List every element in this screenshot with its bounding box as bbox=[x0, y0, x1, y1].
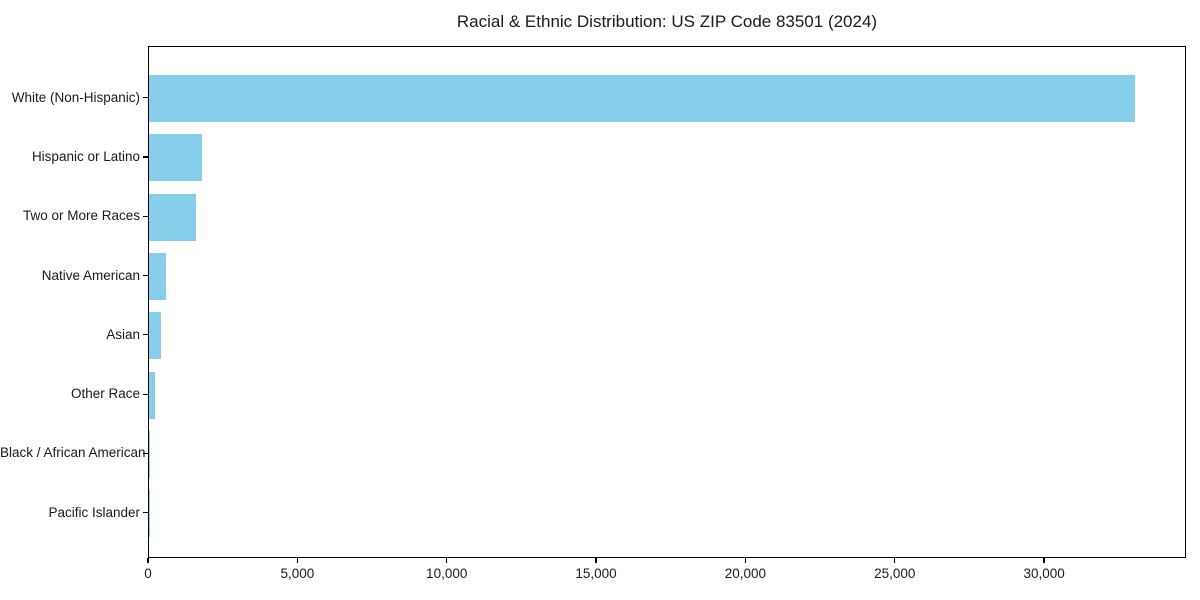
x-axis-tick-label: 10,000 bbox=[426, 566, 468, 581]
x-axis-tick bbox=[147, 558, 149, 563]
chart-title: Racial & Ethnic Distribution: US ZIP Cod… bbox=[456, 12, 878, 31]
y-axis-tick bbox=[143, 393, 148, 395]
y-axis-label-native-american: Native American bbox=[41, 267, 140, 283]
bar-two-or-more-races bbox=[149, 193, 196, 241]
x-axis-tick-label: 5,000 bbox=[280, 566, 315, 581]
y-axis-label-hispanic-or-latino: Hispanic or Latino bbox=[31, 148, 140, 164]
y-axis-tick bbox=[143, 452, 148, 455]
plot-area bbox=[148, 46, 1186, 558]
y-axis-tick bbox=[143, 215, 148, 217]
y-axis-label-asian: Asian bbox=[106, 326, 140, 342]
x-axis-tick-label: 20,000 bbox=[724, 566, 767, 581]
x-axis-tick-label: 0 bbox=[144, 566, 152, 581]
bar-black-african-american bbox=[149, 430, 151, 478]
bar-hispanic-or-latino bbox=[149, 134, 202, 182]
y-axis-label-white-non-hispanic: White (Non-Hispanic) bbox=[11, 89, 140, 105]
x-axis-tick bbox=[1043, 558, 1045, 563]
y-axis-label-other-race: Other Race bbox=[70, 386, 140, 402]
bar-white-non-hispanic bbox=[149, 75, 1136, 123]
bar-asian bbox=[149, 312, 161, 360]
x-axis-tick bbox=[446, 558, 448, 563]
y-axis-tick bbox=[143, 512, 148, 514]
y-axis-tick bbox=[143, 97, 148, 99]
y-axis-tick bbox=[143, 274, 148, 277]
x-axis-tick-label: 30,000 bbox=[1023, 566, 1065, 581]
bar-other-race bbox=[149, 371, 155, 419]
y-axis-tick bbox=[143, 156, 148, 158]
x-axis-tick-label: 25,000 bbox=[874, 566, 916, 581]
y-axis-label-two-or-more-races: Two or More Races bbox=[22, 208, 140, 224]
x-axis-tick bbox=[744, 558, 747, 563]
bar-native-american bbox=[149, 253, 166, 301]
x-axis-tick bbox=[296, 558, 298, 563]
y-axis-label-black-african-american: Black / African American bbox=[0, 445, 146, 461]
x-axis-tick-label: 15,000 bbox=[575, 566, 617, 581]
y-axis-label-pacific-islander: Pacific Islander bbox=[48, 504, 140, 520]
x-axis-tick bbox=[595, 558, 597, 563]
x-axis-tick bbox=[894, 558, 896, 563]
y-axis-tick bbox=[143, 334, 148, 336]
